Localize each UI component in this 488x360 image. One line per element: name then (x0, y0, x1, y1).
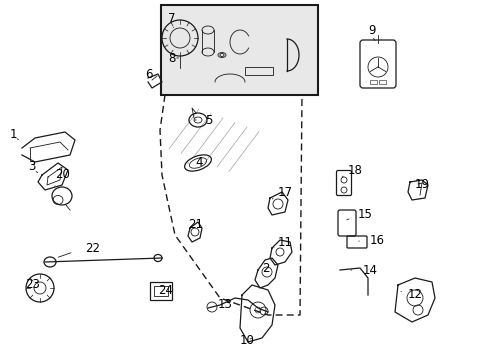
Text: 2: 2 (262, 261, 269, 274)
Bar (161, 5, 317, 95)
Text: 9: 9 (367, 23, 375, 36)
Text: 12: 12 (407, 288, 422, 302)
Text: 10: 10 (240, 333, 254, 346)
Bar (369, 80, 376, 84)
Text: 3: 3 (28, 161, 35, 174)
Text: 19: 19 (414, 179, 429, 192)
Text: 16: 16 (369, 234, 384, 247)
Text: 23: 23 (25, 279, 40, 292)
Text: 8: 8 (168, 51, 175, 64)
Bar (154, 286, 168, 296)
Text: 14: 14 (362, 264, 377, 276)
Text: 13: 13 (218, 298, 232, 311)
Text: 24: 24 (158, 284, 173, 297)
Text: 5: 5 (204, 113, 212, 126)
Text: 20: 20 (55, 168, 70, 181)
Text: 18: 18 (347, 163, 362, 176)
Bar (150, 282, 172, 300)
Text: 22: 22 (85, 242, 100, 255)
Text: 11: 11 (278, 235, 292, 248)
Text: 7: 7 (168, 12, 175, 24)
Text: 1: 1 (10, 127, 18, 140)
Bar (244, 67, 272, 75)
Text: 17: 17 (278, 185, 292, 198)
Bar (378, 80, 385, 84)
Text: 21: 21 (187, 219, 203, 231)
Text: 4: 4 (195, 157, 202, 170)
Text: 15: 15 (357, 208, 372, 221)
Text: 6: 6 (145, 68, 152, 81)
